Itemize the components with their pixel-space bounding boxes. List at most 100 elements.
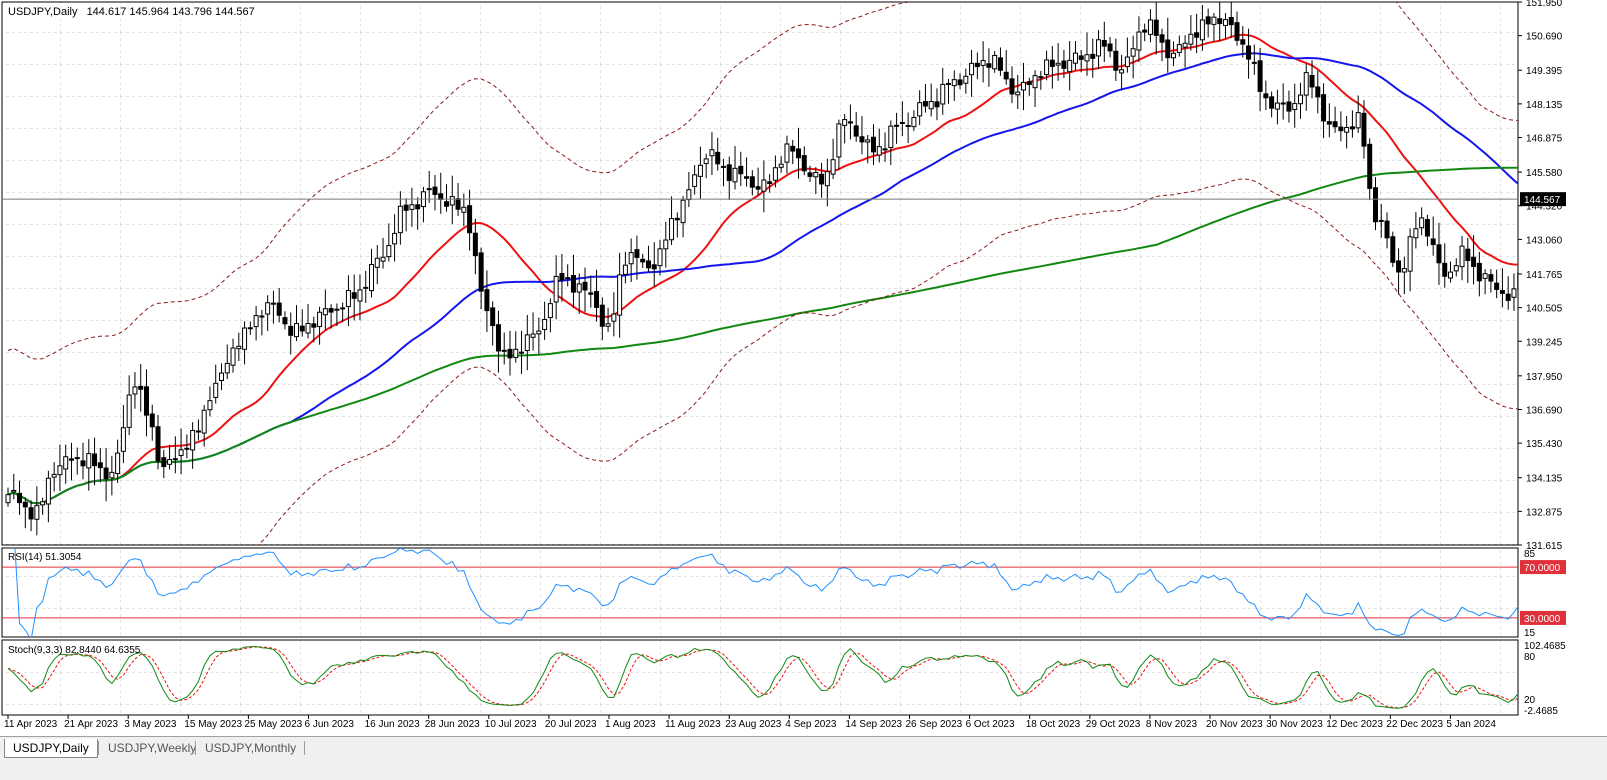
candle (472, 218, 478, 275)
date-axis[interactable]: 11 Apr 2023 21 Apr 2023 3 May 2023 15 May 2… (4, 715, 1496, 730)
candle (1240, 26, 1246, 58)
date-tick-label: 3 May 2023 (124, 719, 177, 730)
candle (1344, 116, 1350, 149)
candle (17, 480, 23, 515)
candle (1107, 37, 1113, 58)
date-tick-label: 1 Aug 2023 (605, 719, 656, 730)
stoch-scale-label: -2.4685 (1524, 706, 1558, 717)
candle (1396, 248, 1402, 295)
candle (824, 158, 830, 207)
candle (899, 101, 905, 137)
candle (490, 301, 496, 346)
candle (103, 447, 109, 502)
candle (172, 436, 178, 474)
candle (755, 167, 761, 196)
rsi-level-label: 70.0000 (1524, 563, 1561, 574)
candle (1332, 106, 1338, 133)
stochastic-panel[interactable]: Stoch(9,3,3) 82.8440 64.6355 (1, 639, 1531, 716)
candle (1021, 62, 1027, 111)
candle (801, 146, 807, 176)
candle (501, 332, 507, 365)
candle (1113, 38, 1119, 81)
date-tick-label: 11 Apr 2023 (4, 719, 58, 730)
candle (1049, 46, 1055, 89)
candle (1263, 80, 1269, 111)
price-tick-label: 148.135 (1526, 100, 1563, 111)
candle (1361, 100, 1367, 159)
candle (732, 145, 738, 190)
candle (772, 155, 778, 188)
candle (784, 135, 790, 174)
candle (582, 267, 588, 313)
stochastic-label: Stoch(9,3,3) 82.8440 64.6355 (8, 645, 141, 656)
candle (1055, 43, 1061, 81)
candle (1367, 138, 1373, 201)
candle (432, 175, 438, 211)
price-tick-label: 131.615 (1526, 541, 1563, 552)
date-tick-label: 12 Dec 2023 (1326, 719, 1383, 730)
chart-tab-bar: USDJPY,Daily USDJPY,Weekly USDJPY,Monthl… (0, 736, 1607, 780)
candle (1228, 2, 1234, 38)
candle (484, 270, 490, 332)
tab-usdjpy-monthly[interactable]: USDJPY,Monthly (205, 741, 297, 755)
tab-usdjpy-daily[interactable]: USDJPY,Daily (4, 739, 98, 758)
candle (905, 112, 911, 144)
candle (328, 304, 334, 329)
candle (720, 158, 726, 187)
tab-usdjpy-weekly[interactable]: USDJPY,Weekly (108, 741, 197, 755)
candle (386, 223, 392, 262)
price-axis[interactable]: 151.950 150.690 149.395 148.135 146.875 145.5… (2, 0, 1566, 717)
candle (744, 157, 750, 187)
date-tick-label: 20 Jul 2023 (545, 719, 597, 730)
rsi-panel[interactable]: RSI(14) 51.3054 (1, 529, 1531, 640)
candle (715, 137, 721, 171)
candle (1297, 82, 1303, 119)
date-tick-label: 5 Jan 2024 (1446, 719, 1496, 730)
candle (1280, 83, 1286, 120)
price-tick-label: 149.395 (1526, 66, 1563, 77)
candle (703, 153, 709, 179)
envelope-band (7, 2, 1518, 360)
candle (559, 253, 565, 302)
candle (1442, 243, 1448, 288)
candle (155, 414, 161, 470)
candle (1384, 212, 1390, 249)
candle (524, 314, 530, 371)
candle (74, 447, 80, 475)
candle (1372, 177, 1378, 231)
candle (1211, 13, 1217, 42)
candle (1194, 13, 1200, 54)
candle (645, 245, 651, 272)
candle (1182, 35, 1188, 68)
candle (957, 73, 963, 90)
candle (1067, 41, 1073, 91)
chart-area[interactable]: USDJPY,Daily 144.617 145.964 143.796 144… (0, 0, 1607, 736)
candle (974, 52, 980, 80)
candle (1476, 251, 1482, 297)
candle (97, 447, 103, 483)
candle (5, 487, 11, 507)
candle (1188, 15, 1194, 51)
candle (351, 274, 357, 321)
candle (749, 170, 755, 196)
candle (1321, 83, 1327, 139)
candle (1338, 111, 1344, 142)
candle (640, 253, 646, 268)
candle (680, 196, 686, 238)
candle (1061, 49, 1067, 79)
candle (1003, 50, 1009, 85)
date-tick-label: 6 Jun 2023 (305, 719, 355, 730)
price-tick-label: 137.950 (1526, 372, 1563, 383)
candle (986, 48, 992, 87)
candle (11, 473, 17, 500)
candle (576, 273, 582, 314)
price-tick-label: 150.690 (1526, 32, 1563, 43)
candle (622, 251, 628, 284)
candle (1078, 50, 1084, 73)
candle (45, 470, 51, 523)
rsi-level-badge (1520, 560, 1566, 575)
candle (495, 310, 501, 373)
candle (1222, 13, 1228, 39)
candle (570, 254, 576, 309)
main-panel[interactable]: USDJPY,Daily 144.617 145.964 143.796 144… (1, 0, 1533, 647)
